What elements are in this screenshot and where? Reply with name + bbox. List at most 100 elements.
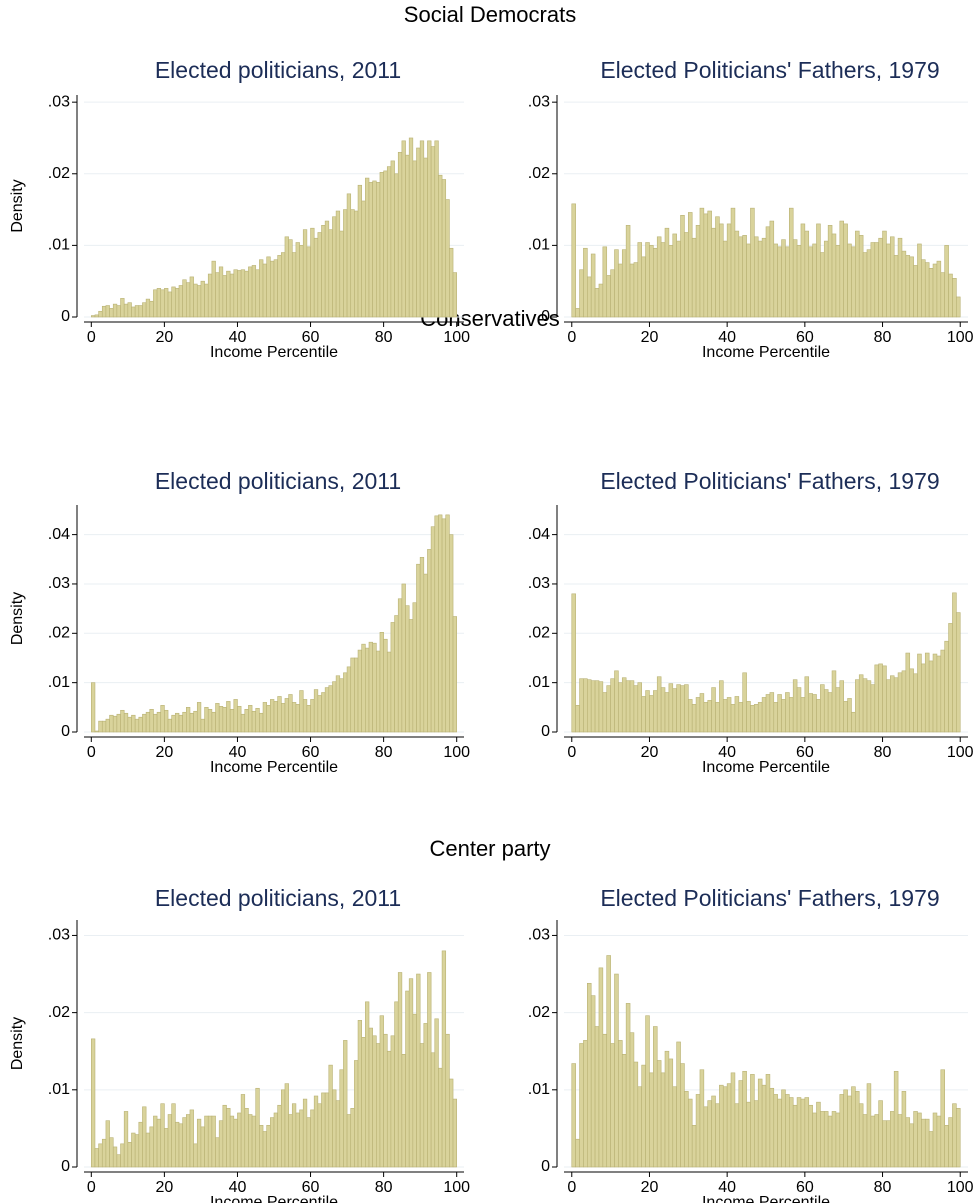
panel: Elected Politicians' Fathers, 1979 0 .01 .0… (528, 57, 974, 361)
bar (134, 718, 140, 733)
x-tick-label: 40 (718, 744, 736, 761)
bar (394, 615, 399, 733)
bar (653, 690, 658, 733)
bar (189, 276, 194, 318)
bar (932, 263, 938, 318)
bar (211, 1115, 216, 1168)
bar (390, 1035, 395, 1168)
y-tick-label: .03 (528, 927, 550, 944)
bar (291, 252, 297, 318)
bar (952, 278, 957, 318)
bar (672, 233, 677, 318)
bar (792, 679, 798, 733)
bar (932, 1112, 938, 1168)
bar (831, 233, 837, 318)
x-tick-label: 20 (641, 744, 659, 761)
bar (855, 1091, 860, 1168)
bar (641, 256, 646, 318)
bar (408, 137, 414, 318)
y-tick-label: .02 (528, 165, 550, 182)
bar (134, 1134, 140, 1168)
bar (357, 184, 362, 318)
bar (412, 602, 417, 733)
bar (722, 699, 728, 733)
bar (419, 1043, 425, 1168)
bar (656, 676, 662, 733)
bar (757, 240, 763, 318)
bar (893, 1070, 899, 1168)
x-axis-label: Income Percentile (702, 759, 830, 776)
bar (703, 1106, 709, 1168)
bar (299, 690, 304, 733)
bar (890, 675, 895, 733)
x-axis-label: Income Percentile (702, 344, 830, 361)
bar (142, 713, 147, 733)
bar (606, 685, 611, 733)
bar (153, 289, 158, 318)
bar (306, 705, 311, 733)
bar (917, 1112, 922, 1168)
bar (200, 1126, 205, 1168)
bar (928, 660, 934, 733)
bar (649, 695, 654, 733)
bar (897, 1114, 903, 1168)
bar (695, 1094, 701, 1168)
bar (691, 704, 697, 733)
bar (851, 1086, 856, 1168)
x-tick-label: 0 (567, 1179, 576, 1196)
bar (598, 967, 604, 1168)
bar (175, 1121, 180, 1168)
bar (120, 709, 125, 733)
bar (357, 1020, 362, 1168)
bar (633, 262, 639, 318)
bar (812, 694, 817, 733)
bar (423, 157, 428, 318)
bar (660, 687, 666, 733)
x-axis-label: Income Percentile (210, 344, 338, 361)
bar (332, 216, 337, 318)
bar (645, 690, 650, 733)
bar (153, 1115, 158, 1168)
bar (434, 515, 439, 733)
bar (808, 1104, 813, 1168)
bar (175, 288, 180, 318)
bar (610, 269, 615, 318)
bar (928, 1131, 934, 1168)
bar (777, 1098, 782, 1168)
bar (383, 638, 388, 733)
bar (281, 1089, 286, 1168)
x-tick-label: 0 (87, 329, 96, 346)
bar (827, 225, 833, 318)
bar (361, 1037, 366, 1168)
bar (750, 207, 755, 318)
bar (248, 1114, 253, 1168)
bar (812, 1112, 817, 1168)
bar (412, 160, 417, 318)
bar (878, 663, 883, 733)
bar (416, 973, 421, 1168)
bar (332, 1089, 337, 1168)
bar (645, 1015, 650, 1168)
bar (656, 1060, 662, 1168)
bar (579, 1043, 584, 1168)
bar (171, 286, 176, 318)
bar (390, 160, 395, 318)
x-tick-label: 80 (874, 744, 892, 761)
bar (386, 1050, 392, 1168)
bar (365, 647, 370, 733)
bar (196, 1118, 202, 1168)
bar (273, 259, 278, 318)
bar (761, 1084, 767, 1168)
x-tick-label: 60 (302, 744, 320, 761)
bar (350, 1108, 355, 1168)
bar (445, 514, 450, 733)
bar (131, 1132, 136, 1168)
bar (575, 705, 580, 733)
bar (882, 665, 887, 733)
bar (160, 705, 165, 733)
bar (660, 242, 666, 318)
x-tick-label: 60 (302, 1179, 320, 1196)
bar (186, 707, 191, 733)
bar (734, 696, 740, 733)
bar (109, 714, 114, 733)
